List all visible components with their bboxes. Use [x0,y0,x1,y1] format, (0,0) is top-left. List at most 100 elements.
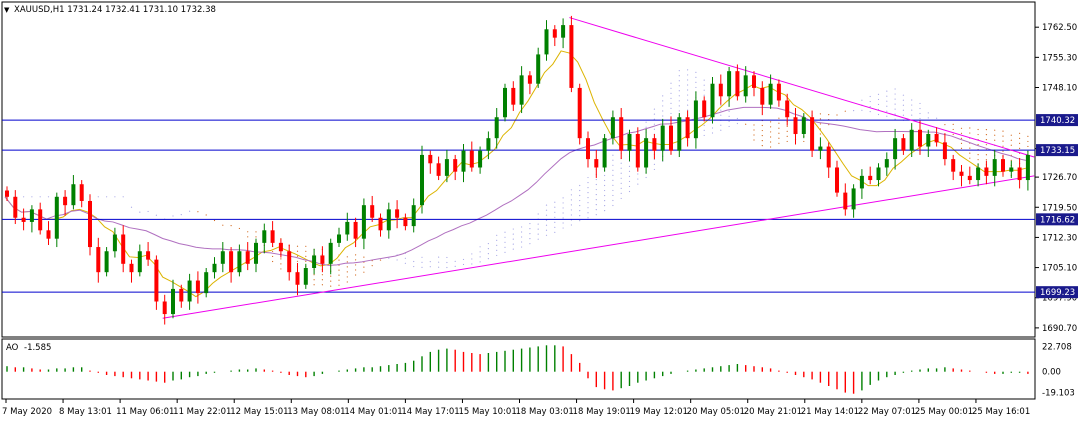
level-badge [1036,213,1078,226]
cloud-dot [695,71,697,73]
cloud-dot [819,123,822,125]
cloud-dot [438,256,440,258]
ao-axis: 22.708 0.00 -19.103 [1042,343,1075,399]
cloud-dot [969,147,971,149]
candle [420,145,424,214]
candle [909,123,914,158]
candle-body [976,167,981,181]
cloud-dot [894,103,896,105]
cloud-dot [305,260,307,262]
candle-body [195,280,200,294]
cloud-dot [670,97,672,99]
cloud-dot [280,268,282,270]
cloud-dot [711,127,714,129]
cloud-dot [645,121,647,123]
cloud-dot [379,259,382,261]
cloud-dot [720,114,722,116]
candle [984,160,989,185]
cloud-dot [421,261,423,263]
cloud-dot [487,253,489,255]
cloud-dot [678,105,680,107]
trendline[interactable] [162,175,1035,319]
cloud-dot [778,137,780,139]
cloud-dot [869,110,871,113]
cloud-dot [512,233,514,235]
candle [137,244,142,277]
cloud-dot [272,255,274,258]
candle [992,149,997,187]
cloud-dot [296,255,299,257]
cloud-dot [753,124,755,126]
cloud-dot [545,214,548,216]
trendline[interactable] [569,17,1035,158]
cloud-dot [504,241,506,243]
candle-body [320,255,325,264]
candle [411,198,416,233]
cloud-dot [877,113,880,116]
candle [644,128,649,174]
ao-value: -1.585 [24,343,51,353]
candle [129,259,134,283]
cloud-dot [985,154,988,156]
candle-body [577,87,582,139]
candle [735,64,740,101]
candle [29,205,34,233]
price-tick-label: 1712.30 [1042,233,1077,243]
cloud-dot [919,107,921,110]
candle-body [378,217,383,231]
candle [511,81,516,111]
cloud-dot [313,284,315,286]
candle [96,237,101,283]
candle-body [959,171,964,176]
cloud-dot [886,95,888,97]
candle-body [220,251,225,264]
cloud-dot [861,99,863,101]
cloud-dot [761,139,763,142]
cloud-dot [545,224,548,226]
candle [71,175,76,210]
cloud-dot [678,70,680,72]
candle [652,133,657,160]
cloud-dot [421,256,423,258]
candle-body [162,301,167,315]
candle-body [652,138,657,151]
dropdown-arrow-icon[interactable]: ▼ [4,6,10,14]
time-tick-label: 18 May 03:01 [516,407,574,417]
price-axis: 1762.501755.301748.101733.501726.701719.… [1035,23,1077,334]
time-tick-label: 15 May 10:01 [458,407,516,417]
candle [851,184,856,218]
cloud-dot [330,280,332,282]
candlesticks [5,15,1030,325]
cloud-dot [512,228,514,230]
candle [162,294,167,325]
candle-body [685,117,690,139]
level-badges: 1740.32 1733.15 1716.62 1699.23 [1036,114,1078,299]
cloud-dot [894,93,896,95]
price-tick-label: 1697.90 [1042,294,1077,304]
cloud-dot [960,132,963,134]
candle-body [245,251,250,264]
candle [901,133,906,155]
cloud-dot [512,238,514,240]
candle [154,255,159,310]
cloud-dot [886,110,888,112]
cloud-dot [628,175,631,178]
candle [5,186,9,201]
candle [934,127,939,147]
candle-body [727,71,732,97]
cloud-dot [620,192,622,194]
cloud-dot [736,122,739,125]
candle-body [918,129,922,147]
cloud-dot [396,259,398,261]
time-tick-label: 11 May 22:01 [173,407,231,417]
cloud-dot [670,112,672,115]
cloud-dot [670,82,672,84]
cloud-dot [521,236,523,238]
cloud-dot [1002,130,1004,132]
cloud-dot [404,257,406,259]
candle-body [411,205,416,227]
candle [378,213,383,237]
cloud-dot [213,219,216,222]
cloud-dot [977,133,979,136]
ao-label: AO [6,343,19,353]
